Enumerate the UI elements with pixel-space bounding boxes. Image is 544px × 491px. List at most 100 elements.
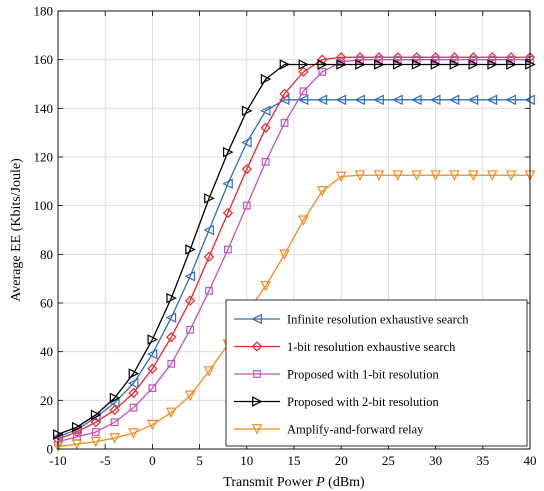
- data-point-s1: [298, 66, 309, 77]
- data-point-s1: [241, 164, 252, 175]
- data-point-s4: [392, 170, 404, 181]
- data-point-s0: [297, 94, 309, 106]
- legend: Infinite resolution exhaustive search 1-b…: [225, 299, 528, 447]
- x-tick-label: 35: [476, 453, 489, 468]
- data-point-s3: [317, 59, 328, 70]
- data-point-s4: [260, 281, 271, 292]
- data-point-s4: [373, 170, 385, 181]
- data-point-s0: [184, 270, 196, 282]
- data-point-s4: [128, 428, 139, 439]
- legend-entry-3: Proposed with 2-bit resolution: [234, 395, 439, 409]
- series-3: [53, 59, 536, 440]
- data-point-s0: [222, 178, 233, 190]
- data-point-s1: [166, 331, 177, 343]
- data-point-s0: [429, 94, 441, 106]
- data-point-s3: [147, 334, 159, 345]
- y-tick-label: 100: [34, 198, 54, 213]
- data-point-s4: [184, 390, 196, 402]
- y-tick-label: 0: [47, 442, 54, 457]
- y-tick-label: 120: [34, 150, 54, 165]
- data-point-s0: [505, 94, 517, 106]
- data-point-s1: [222, 207, 234, 219]
- data-point-s0: [127, 378, 139, 389]
- data-point-s3: [411, 59, 423, 70]
- data-point-s2: [261, 157, 270, 166]
- data-point-s0: [203, 224, 214, 236]
- data-point-s0: [335, 94, 347, 106]
- data-point-s2: [337, 58, 346, 66]
- data-point-s2: [129, 403, 138, 412]
- data-point-s3: [90, 409, 102, 421]
- data-point-s4: [90, 436, 102, 448]
- data-point-s0: [146, 348, 158, 360]
- y-tick-label: 140: [34, 101, 54, 116]
- data-point-s0: [165, 312, 177, 323]
- data-point-s4: [505, 170, 517, 181]
- x-tick-label: 20: [335, 453, 348, 468]
- data-point-s3: [279, 59, 291, 70]
- data-point-s2: [148, 384, 157, 393]
- legend-label: Proposed with 2-bit resolution: [287, 395, 439, 409]
- legend-entry-0: Infinite resolution exhaustive search: [234, 313, 469, 327]
- data-point-s4: [298, 215, 309, 226]
- data-point-s3: [506, 59, 517, 70]
- data-point-s3: [298, 59, 310, 70]
- data-point-s3: [166, 292, 177, 304]
- data-point-s4: [71, 439, 83, 450]
- data-point-s3: [355, 59, 366, 70]
- data-point-s3: [109, 392, 121, 404]
- data-point-s1: [128, 387, 139, 399]
- data-point-s0: [411, 94, 422, 106]
- series-line-3: [57, 63, 530, 436]
- data-point-s3: [71, 421, 83, 433]
- data-point-s3: [241, 105, 253, 117]
- data-point-s3: [392, 59, 404, 70]
- x-tick-label: 5: [196, 453, 203, 468]
- x-tick-label: 0: [149, 453, 156, 468]
- data-point-s2: [205, 286, 213, 295]
- axes-layer: -10 -5 0 5 10 15 20 25 30 35 40 0 20 40 60 80 100 120 140 1…: [34, 4, 537, 469]
- data-point-s1: [109, 404, 120, 416]
- data-point-s2: [224, 245, 232, 254]
- data-point-s3: [204, 193, 215, 204]
- data-point-s1: [185, 295, 196, 306]
- x-tick-label: 30: [429, 453, 442, 468]
- legend-entry-1: 1-bit resolution exhaustive search: [234, 340, 456, 354]
- data-point-s2: [91, 428, 100, 436]
- x-tick-label: 10: [240, 453, 253, 468]
- data-point-s1: [90, 417, 101, 428]
- y-tick-label: 180: [34, 4, 54, 19]
- legend-label: Proposed with 1-bit resolution: [287, 368, 439, 382]
- x-tick-label: 40: [524, 453, 537, 468]
- data-point-s3: [336, 59, 347, 70]
- data-point-s3: [487, 59, 498, 70]
- data-point-s1: [279, 88, 290, 99]
- data-point-s3: [449, 59, 461, 70]
- data-point-s3: [260, 73, 272, 85]
- data-point-s4: [203, 366, 215, 377]
- legend-label: Amplify-and-forward relay: [287, 423, 424, 437]
- data-point-s2: [280, 119, 289, 127]
- data-point-s0: [373, 94, 384, 106]
- data-point-s4: [468, 170, 479, 181]
- data-point-s3: [223, 146, 234, 158]
- data-point-s0: [467, 94, 479, 106]
- legend-marker: [253, 370, 261, 378]
- data-point-s2: [167, 359, 176, 368]
- data-point-s4: [279, 249, 290, 260]
- data-point-s4: [430, 170, 441, 181]
- legend-marker: [251, 341, 263, 352]
- x-tick-label: -10: [49, 453, 66, 468]
- data-point-s2: [242, 201, 251, 210]
- legend-box: [225, 299, 528, 447]
- data-point-s4: [317, 186, 328, 197]
- data-point-s4: [166, 407, 177, 419]
- y-tick-label: 160: [34, 52, 54, 67]
- data-point-s1: [203, 251, 215, 262]
- y-tick-label: 80: [40, 247, 53, 262]
- y-axis-label: Average EE (Kbits/Joule): [9, 158, 24, 302]
- data-point-s0: [448, 94, 460, 106]
- data-point-s0: [486, 94, 498, 106]
